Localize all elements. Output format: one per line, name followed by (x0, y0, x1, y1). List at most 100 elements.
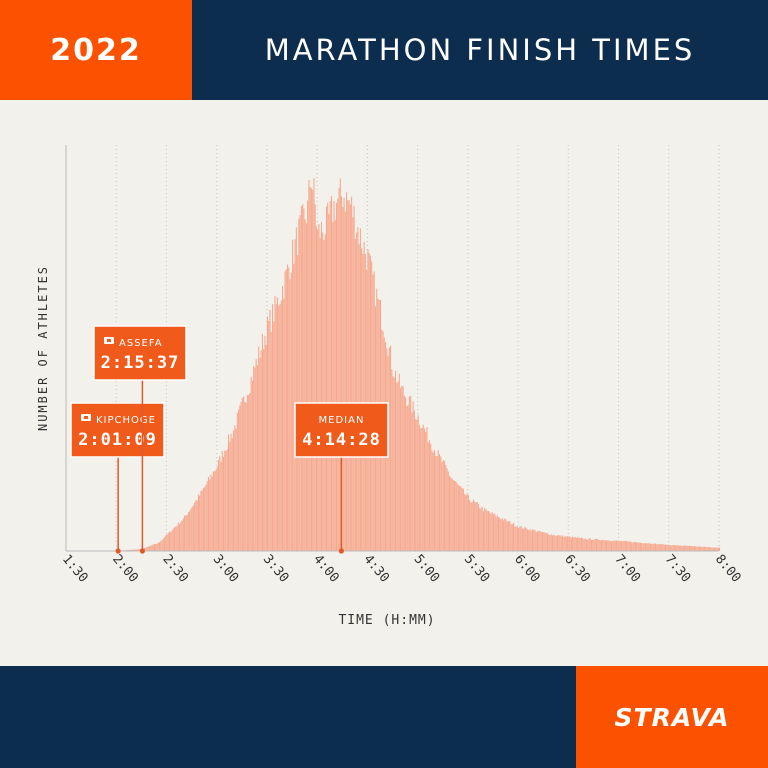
histogram-bar (666, 544, 668, 551)
histogram-bar (670, 545, 672, 551)
histogram-bar (451, 478, 453, 551)
histogram-bar (283, 298, 285, 551)
histogram-bar (249, 392, 251, 551)
histogram-bar (322, 232, 324, 551)
histogram-bar (516, 526, 518, 551)
histogram-bar (582, 537, 584, 551)
histogram-bar (299, 215, 301, 551)
histogram-bar (698, 546, 701, 551)
histogram-bar (153, 544, 155, 551)
histogram-bar (416, 419, 418, 551)
histogram-bar (541, 532, 544, 551)
histogram-bar (705, 546, 707, 551)
histogram-bar (686, 545, 688, 551)
histogram-bar (696, 546, 698, 551)
histogram-bar (221, 451, 223, 551)
histogram-bar (251, 380, 253, 551)
histogram-bar (524, 526, 526, 551)
histogram-bar (281, 285, 284, 551)
histogram-bar (639, 542, 641, 551)
histogram-bar (644, 543, 647, 551)
histogram-bar (607, 540, 609, 551)
histogram-bar (214, 471, 216, 551)
histogram-bar (563, 536, 565, 551)
histogram-bar (245, 403, 247, 551)
histogram-bar (634, 542, 636, 551)
histogram-bar (633, 541, 635, 551)
histogram-bar (148, 546, 150, 551)
histogram-bar (481, 506, 483, 551)
histogram-bar (462, 488, 464, 551)
histogram-bar (261, 333, 263, 551)
histogram-bar (479, 508, 481, 551)
histogram-bar (179, 524, 181, 551)
histogram-bar (266, 316, 269, 551)
histogram-bar (418, 424, 420, 551)
histogram-bar (590, 539, 593, 551)
histogram-bar (476, 502, 478, 551)
histogram-bar (648, 543, 650, 551)
strava-logo[interactable]: STRAVA (576, 666, 768, 768)
histogram-bar (543, 532, 545, 551)
histogram-bar (597, 538, 599, 551)
histogram-bar (692, 546, 694, 551)
histogram-bar (691, 546, 693, 551)
histogram-bar (166, 534, 168, 551)
histogram-bar (319, 238, 321, 551)
y-axis-label: NUMBER OF ATHLETES (36, 265, 50, 431)
histogram-bar (313, 178, 315, 551)
histogram-bar (638, 542, 640, 551)
histogram-bar (244, 401, 246, 551)
histogram-bar (182, 518, 184, 551)
histogram-bar (407, 404, 409, 551)
histogram-bar (437, 450, 439, 551)
histogram-bar (469, 500, 471, 551)
histogram-bar (269, 309, 271, 551)
histogram-bar (593, 539, 595, 551)
histogram-bar (557, 535, 559, 551)
histogram-bar (470, 502, 472, 551)
callout-time: 2:15:37 (101, 353, 180, 373)
histogram-bar (433, 449, 436, 551)
histogram-bar (398, 373, 400, 551)
histogram-bar (636, 542, 638, 551)
histogram-bar (395, 370, 397, 551)
x-tick-label: 4:00 (310, 552, 342, 586)
histogram-bar (222, 457, 225, 551)
histogram-bar (520, 526, 522, 551)
histogram-bar (367, 249, 369, 552)
histogram-bar (642, 543, 644, 551)
histogram-bar (715, 547, 717, 551)
histogram-bar (440, 456, 442, 551)
histogram-bar (559, 535, 561, 551)
histogram-bar (545, 532, 547, 551)
histogram-bar (442, 459, 444, 551)
histogram-bar (295, 227, 297, 551)
histogram-bar (181, 520, 183, 551)
histogram-bar (653, 543, 655, 551)
histogram-bar (456, 483, 458, 551)
histogram-bar (712, 547, 714, 551)
histogram-bar (667, 544, 669, 551)
histogram-bar (392, 376, 394, 551)
histogram-bar (511, 524, 513, 551)
histogram-bar (158, 542, 161, 551)
histogram-bar (268, 320, 270, 551)
histogram-bar (176, 525, 178, 551)
histogram-bar (422, 424, 424, 551)
histogram-bar (430, 443, 432, 551)
histogram-bar (162, 538, 164, 551)
histogram-bar (303, 208, 305, 552)
histogram-bar (192, 505, 194, 551)
histogram-bar (393, 377, 395, 551)
histogram-bar (569, 536, 571, 551)
histogram-bar (603, 539, 605, 551)
histogram-bar (344, 211, 346, 551)
histogram-bar (294, 239, 296, 551)
histogram-bar (137, 549, 139, 551)
header-title: MARATHON FINISH TIMES (192, 0, 768, 100)
histogram-bar (167, 533, 169, 551)
histogram-bar (474, 501, 476, 551)
histogram-bar (263, 349, 265, 551)
callout-assefa: ASSEFA 2:15:37 (93, 325, 187, 554)
